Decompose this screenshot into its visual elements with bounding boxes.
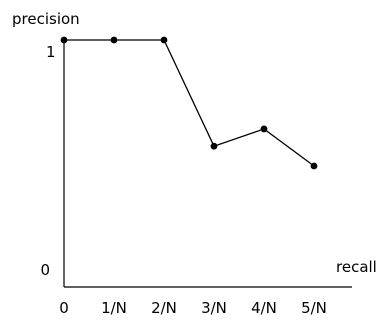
data-point-2 [160,36,168,44]
y-tick-label-1: 1 [46,43,56,61]
data-point-4 [260,125,268,133]
x-tick-label-2: 2/N [151,299,177,317]
series-layer [60,36,318,170]
plot-area [60,36,352,288]
data-point-1 [110,36,118,44]
x-tick-label-1: 1/N [101,299,127,317]
x-tick-label-0: 0 [59,299,69,317]
data-point-0 [60,36,68,44]
series-line-0 [64,39,315,167]
y-axis-label: precision [12,10,80,28]
x-tick-label-5: 5/N [301,299,327,317]
data-point-5 [310,162,318,170]
data-point-3 [210,142,218,150]
x-axis-label: recall [336,258,377,276]
x-tick-label-4: 4/N [251,299,277,317]
y-tick-label-0: 0 [40,261,50,279]
x-tick-label-3: 3/N [201,299,227,317]
